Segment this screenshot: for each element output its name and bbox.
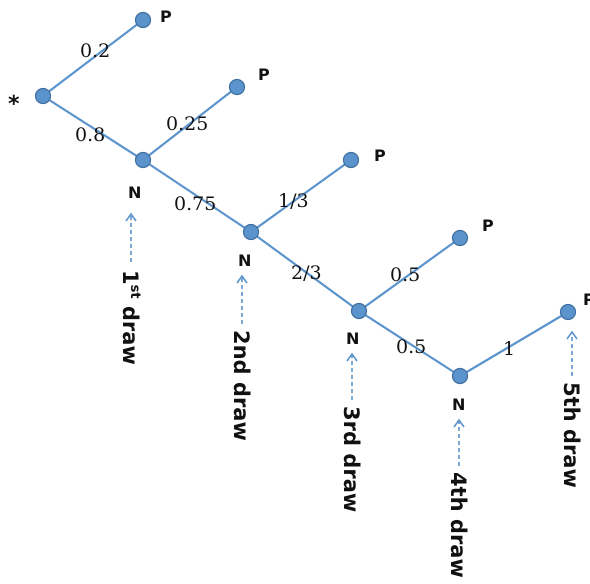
draw-arrow-4	[453, 418, 465, 466]
edge-label-n3: 2/3	[291, 262, 322, 284]
edge-label-n2: 0.75	[174, 193, 216, 215]
outcome-label-n4: N	[452, 395, 465, 414]
edge-start-to-n1	[42, 95, 144, 161]
draw-label-5: 5th draw	[559, 382, 583, 488]
edge-label-p2: 0.25	[166, 113, 208, 135]
draw-label-2: 2nd draw	[229, 330, 253, 441]
edge-n2-to-n3	[250, 231, 360, 312]
node-n2	[242, 223, 260, 241]
edge-label-p1: 0.2	[80, 40, 110, 62]
node-p3	[342, 151, 360, 169]
draw-label-1: 1st draw	[118, 270, 142, 365]
outcome-label-p3: P	[374, 146, 386, 165]
edge-label-n4: 0.5	[396, 336, 426, 358]
edge-label-n1: 0.8	[75, 124, 105, 146]
draw-arrow-5	[566, 330, 578, 376]
edge-n1-to-p2	[142, 86, 238, 161]
draw-arrow-3	[346, 352, 358, 400]
node-n4	[451, 367, 469, 385]
edge-n3-to-n4	[358, 310, 461, 377]
start-node	[34, 87, 52, 105]
edge-n2-to-p3	[250, 159, 352, 233]
outcome-label-p4: P	[482, 216, 494, 235]
start-marker: *	[8, 92, 20, 117]
edge-start-to-p1	[42, 19, 144, 97]
outcome-label-p2: P	[258, 65, 270, 84]
draw-label-4: 4th draw	[446, 472, 470, 578]
node-p4	[451, 229, 469, 247]
edge-label-p4: 0.5	[390, 264, 420, 286]
edge-n4-to-p5	[459, 311, 569, 377]
node-n3	[350, 302, 368, 320]
draw-label-3: 3rd draw	[339, 406, 363, 512]
edge-n3-to-p4	[358, 237, 461, 312]
outcome-label-p1: P	[160, 7, 172, 26]
edge-n1-to-n2	[142, 159, 252, 233]
outcome-label-p5: P	[583, 290, 590, 309]
outcome-label-n1: N	[128, 183, 141, 202]
node-p1	[134, 11, 152, 29]
outcome-label-n2: N	[238, 251, 251, 270]
edge-label-p3: 1/3	[278, 190, 309, 212]
draw-arrow-1	[125, 212, 137, 262]
node-p5	[559, 303, 577, 321]
node-n1	[134, 151, 152, 169]
draw-arrow-2	[236, 274, 248, 324]
node-p2	[228, 78, 246, 96]
edge-label-p5: 1	[503, 338, 515, 360]
outcome-label-n3: N	[346, 329, 359, 348]
